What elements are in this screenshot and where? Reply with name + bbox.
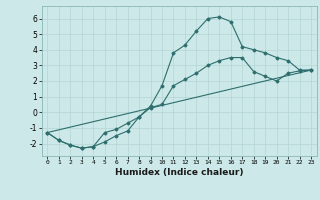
X-axis label: Humidex (Indice chaleur): Humidex (Indice chaleur) [115,168,244,177]
